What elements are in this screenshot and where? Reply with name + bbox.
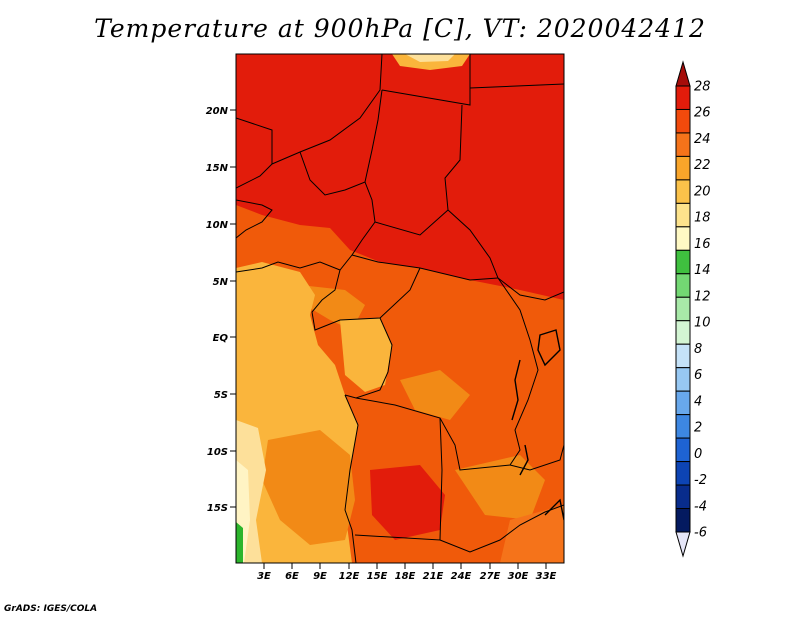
lon-label: 12E — [339, 571, 360, 582]
colorbar-top-arrow — [675, 60, 691, 87]
colorbar-segment — [675, 249, 691, 275]
colorbar-bottom-arrow — [675, 531, 691, 558]
colorbar-segment — [675, 202, 691, 228]
lat-label: 5S — [214, 390, 228, 401]
lon-label: 9E — [313, 571, 327, 582]
colorbar-label: 2 — [694, 421, 702, 436]
gabon-warm-patch — [340, 318, 392, 392]
orange-patch-2 — [400, 370, 470, 420]
colorbar-label: 6 — [694, 368, 702, 383]
lon-label: 33E — [536, 571, 557, 582]
colorbar-label: 26 — [694, 106, 711, 121]
colorbar-label: 28 — [694, 80, 711, 95]
colorbar-segment — [675, 296, 691, 322]
colorbar-segment — [675, 226, 691, 251]
colorbar-segment — [675, 367, 691, 392]
colorbar-segment — [675, 273, 691, 298]
colorbar-segment — [675, 343, 691, 369]
lon-label: 6E — [285, 571, 299, 582]
lon-label: 3E — [257, 571, 271, 582]
colorbar-label: 12 — [694, 289, 711, 304]
colorbar-label: 8 — [694, 342, 702, 357]
lat-label: 10N — [206, 220, 229, 231]
lon-label: 24E — [451, 571, 472, 582]
orange-patch-1 — [300, 285, 365, 330]
colorbar-segment — [675, 155, 691, 181]
lat-label: 20N — [206, 106, 229, 117]
credit-label: GrADS: IGES/COLA — [4, 604, 98, 614]
colorbar-segment — [675, 179, 691, 204]
lat-label: 5N — [213, 277, 229, 288]
lon-label: 15E — [367, 571, 388, 582]
colorbar-label: 14 — [694, 263, 711, 278]
country-borders — [236, 54, 564, 563]
north-light-patch — [405, 54, 455, 62]
colorbar-segment — [675, 320, 691, 345]
axis-ticks — [230, 109, 547, 569]
colorbar-label: 22 — [694, 158, 711, 173]
lakes — [511, 329, 564, 521]
colorbar-segment — [675, 85, 691, 110]
lat-label: EQ — [213, 333, 229, 344]
green-corner — [236, 522, 243, 563]
colorbar-label: 24 — [694, 132, 711, 147]
colorbar-label: -2 — [694, 473, 707, 488]
colorbar-label: 20 — [694, 184, 711, 199]
chart-title: Temperature at 900hPa [C], VT: 202004241… — [94, 14, 706, 43]
colorbar-segment — [675, 461, 691, 486]
lat-label: 15S — [207, 503, 228, 514]
lat-labels: 20N 15N 10N 5N EQ 5S 10S 15S — [206, 106, 229, 514]
lon-label: 30E — [508, 571, 529, 582]
orange-patch-4 — [500, 505, 564, 563]
southwest-orange-tongue — [262, 430, 355, 545]
south-hot-core — [370, 465, 445, 540]
colorbar-segment — [675, 437, 691, 463]
map-panel: 20N 15N 10N 5N EQ 5S 10S 15S 3E 6E 9E 12… — [206, 53, 565, 582]
lon-labels: 3E 6E 9E 12E 15E 18E 21E 24E 27E 30E 33E — [257, 571, 556, 582]
colorbar-segment — [675, 390, 691, 416]
colorbar-segment — [675, 508, 691, 533]
lat-label: 10S — [207, 447, 228, 458]
colorbar-label: -6 — [694, 526, 707, 541]
colorbar-label: 0 — [694, 447, 702, 462]
colorbar-segment — [675, 414, 691, 439]
lat-label: 15N — [206, 163, 229, 174]
lon-label: 21E — [423, 571, 444, 582]
colorbar-label: 18 — [694, 211, 711, 226]
lon-label: 27E — [480, 571, 501, 582]
colorbar-segment — [675, 132, 691, 157]
colorbar-label: 10 — [694, 316, 711, 331]
lon-label: 18E — [395, 571, 416, 582]
map-frame — [235, 53, 565, 564]
colorbar-segment — [675, 108, 691, 134]
colorbar-label: -4 — [694, 499, 707, 514]
colorbar-segment — [675, 484, 691, 510]
colorbar-label: 4 — [694, 394, 702, 409]
colorbar-label: 16 — [694, 237, 711, 252]
